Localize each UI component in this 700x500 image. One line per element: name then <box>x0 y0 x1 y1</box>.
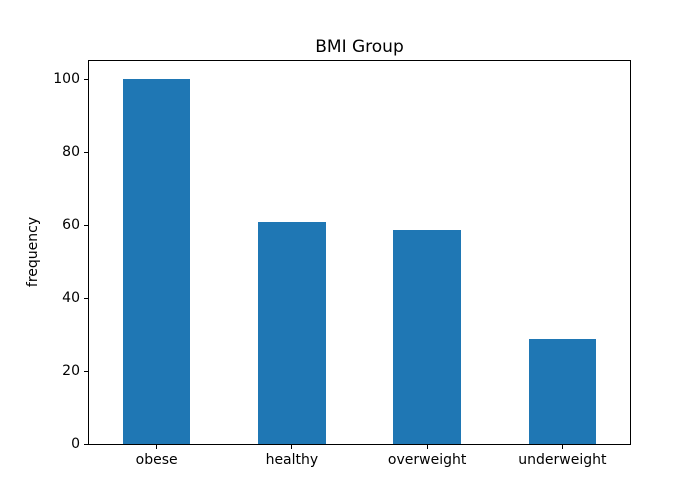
y-tick-mark <box>84 78 88 80</box>
y-tick-label: 80 <box>62 144 80 161</box>
bar <box>393 230 461 444</box>
y-tick-mark <box>84 443 88 445</box>
y-tick-label: 100 <box>53 71 80 88</box>
x-tick-label: underweight <box>518 452 607 468</box>
x-tick-label: obese <box>135 452 178 468</box>
chart-title: BMI Group <box>315 37 404 57</box>
y-tick-mark <box>84 297 88 299</box>
y-axis-label: frequency <box>25 216 41 288</box>
x-tick-label: healthy <box>265 452 319 468</box>
y-tick-mark <box>84 370 88 372</box>
x-tick-mark <box>291 445 293 449</box>
plot-area: 0 20 40 60 80 100 obese healthy overweight underw… <box>53 60 631 468</box>
bar <box>258 222 326 444</box>
y-tick-label: 20 <box>62 363 80 380</box>
y-tick-mark <box>84 151 88 153</box>
x-tick-mark <box>156 445 158 449</box>
x-tick-label: overweight <box>387 452 467 468</box>
x-tick-mark <box>561 445 563 449</box>
y-tick-label: 0 <box>71 436 80 452</box>
y-tick-label: 40 <box>62 290 80 307</box>
y-tick-label: 60 <box>62 217 80 234</box>
bar <box>528 339 597 444</box>
x-tick-mark <box>426 445 428 449</box>
bar <box>122 79 191 444</box>
y-tick-mark <box>84 224 88 226</box>
